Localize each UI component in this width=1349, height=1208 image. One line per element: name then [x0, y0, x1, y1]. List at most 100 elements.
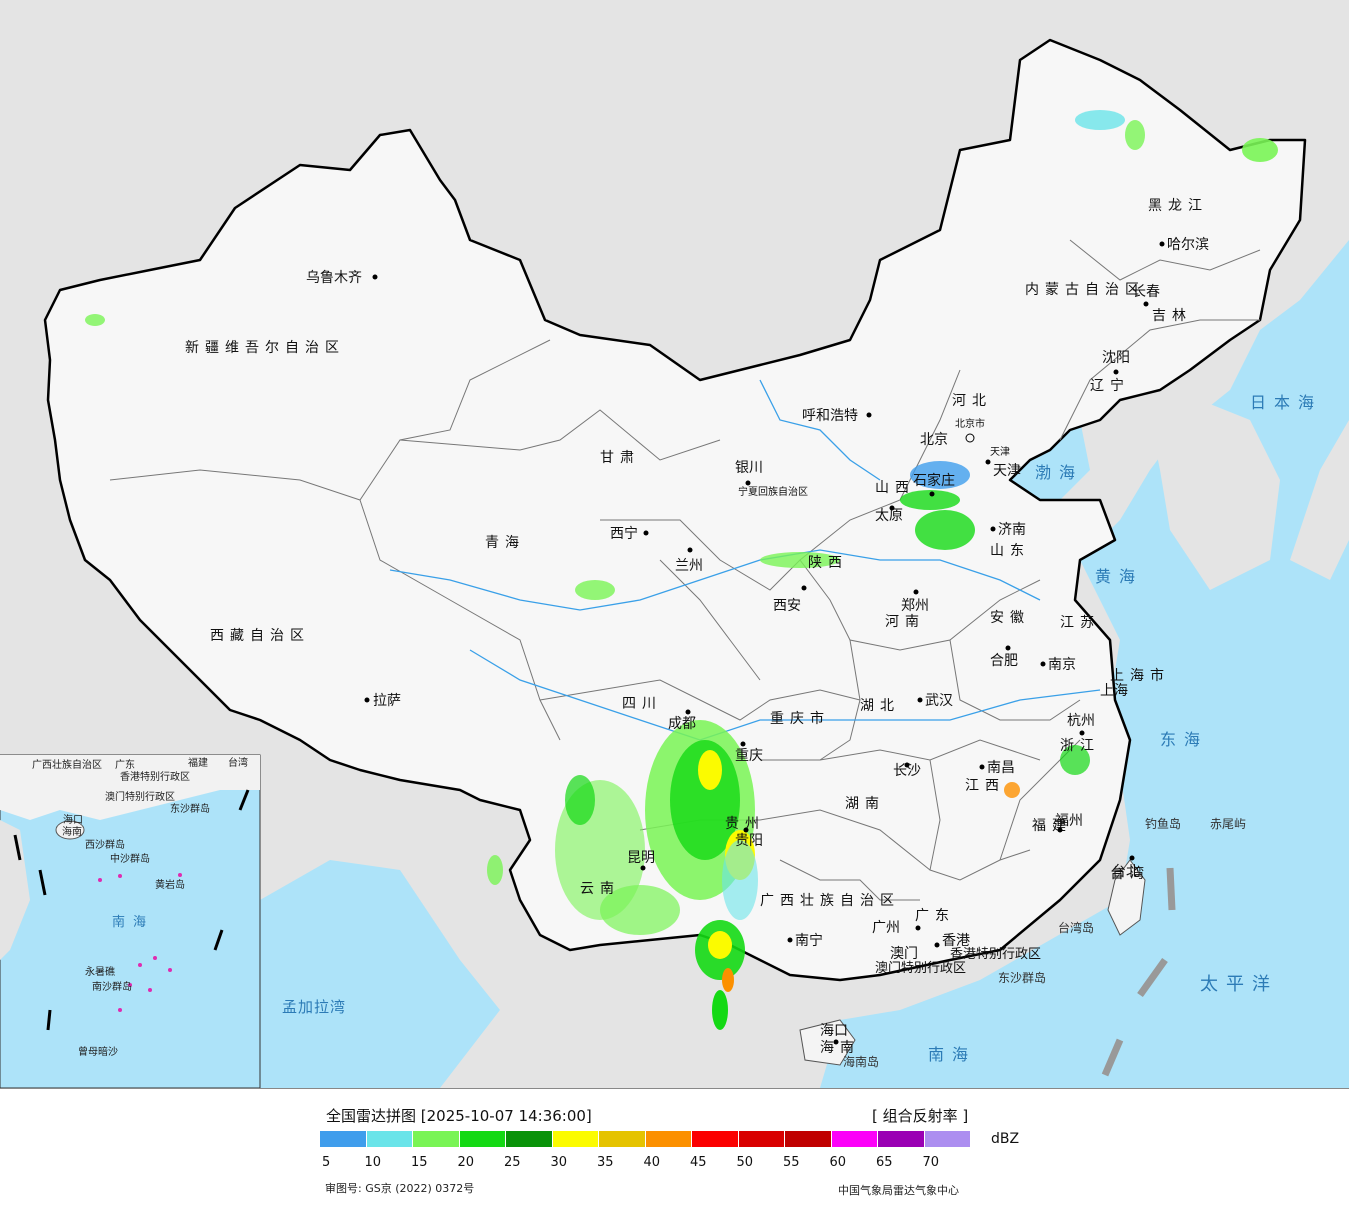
label-hk-sar: 香港特别行政区	[950, 947, 1041, 962]
color-tick-label: 50	[736, 1155, 754, 1170]
city-guiyang: 贵阳	[735, 827, 763, 849]
svg-text:西宁: 西宁	[610, 525, 638, 542]
color-tick-label: 25	[504, 1155, 521, 1170]
label-province: 内蒙古自治区	[1025, 282, 1145, 298]
svg-text:长沙: 长沙	[893, 763, 921, 779]
svg-text:曾母暗沙: 曾母暗沙	[78, 1045, 118, 1058]
city-lanzhou: 兰州	[675, 547, 703, 574]
color-tick-label: 10	[364, 1155, 382, 1170]
label-ningxia: 宁夏回族自治区	[738, 485, 808, 498]
color-swatch	[413, 1131, 459, 1147]
city-taipei: 台北	[1112, 855, 1140, 880]
color-tick-label: 40	[643, 1155, 661, 1170]
label-province: 甘肃	[600, 450, 640, 466]
label-province: 吉林	[1152, 308, 1192, 324]
rivers	[389, 379, 1101, 741]
source-agency: 中国气象局雷达气象中心	[838, 1184, 959, 1197]
svg-text:武汉: 武汉	[925, 693, 953, 709]
svg-text:广西壮族自治区: 广西壮族自治区	[32, 758, 102, 771]
label-province: 新疆维吾尔自治区	[185, 340, 345, 356]
legend-unit: dBZ	[991, 1131, 1020, 1147]
radar-map: 新疆维吾尔自治区 西藏自治区 青海 甘肃 内蒙古自治区 黑龙江 吉林 辽宁 河北…	[0, 0, 1349, 1089]
svg-text:兰州: 兰州	[675, 558, 703, 574]
color-swatch	[831, 1131, 877, 1147]
city-kunming: 昆明	[627, 850, 655, 871]
svg-text:西沙群岛: 西沙群岛	[85, 838, 125, 851]
label-province: 海南	[820, 1040, 860, 1056]
label-dongsha: 东沙群岛	[998, 970, 1046, 985]
city-tianjin: 天津	[985, 459, 1021, 479]
label-taiwan-island: 台湾岛	[1058, 920, 1094, 935]
label-bay-of-bengal: 孟加拉湾	[282, 998, 346, 1016]
svg-text:长春: 长春	[1132, 284, 1160, 300]
svg-text:澳门特别行政区: 澳门特别行政区	[105, 790, 175, 803]
city-guangzhou: 广州	[872, 920, 921, 936]
svg-text:呼和浩特: 呼和浩特	[802, 408, 858, 424]
color-swatch	[692, 1131, 738, 1147]
radar-echoes	[85, 110, 1278, 1030]
legend-product: [ 组合反射率 ]	[872, 1107, 969, 1125]
city-xining: 西宁	[610, 525, 649, 542]
city-haikou: 海口	[820, 1023, 848, 1045]
city-harbin: 哈尔滨	[1159, 237, 1209, 253]
label-province: 湖南	[845, 796, 885, 812]
bay-of-bengal	[260, 860, 500, 1088]
label-south-sea: 南海	[928, 1045, 976, 1064]
province-labels: 新疆维吾尔自治区 西藏自治区 青海 甘肃 内蒙古自治区 黑龙江 吉林 辽宁 河北…	[185, 198, 1202, 1056]
svg-text:太原: 太原	[875, 508, 903, 524]
city-beijing: 北京	[920, 432, 975, 448]
svg-text:广东: 广东	[115, 758, 135, 771]
korea	[1150, 400, 1280, 590]
svg-text:香港: 香港	[942, 933, 970, 949]
svg-text:台北: 台北	[1112, 864, 1140, 880]
city-chengdu: 成都	[668, 709, 696, 732]
label-province: 辽宁	[1090, 377, 1130, 394]
svg-text:贵阳: 贵阳	[735, 833, 763, 849]
label-province: 贵州	[725, 816, 765, 832]
south-china-sea-inset: 广西壮族自治区 广东 福建 台湾 香港特别行政区 澳门特别行政区 海口 海南 东…	[0, 754, 261, 1089]
color-swatch	[878, 1131, 924, 1147]
taiwan	[1107, 859, 1146, 936]
label-province: 台湾	[1110, 865, 1150, 882]
city-shijiazhuang: 石家庄	[913, 472, 955, 497]
svg-text:中沙群岛: 中沙群岛	[110, 852, 150, 865]
sar-labels: 香港特别行政区 澳门特别行政区 宁夏回族自治区 北京市 天津	[738, 417, 1041, 976]
svg-text:台湾: 台湾	[228, 756, 248, 769]
svg-text:南宁: 南宁	[795, 932, 823, 949]
color-tick-label: 60	[829, 1155, 847, 1170]
city-hangzhou: 杭州	[1067, 713, 1095, 736]
label-sea-bohai: 渤海	[1035, 463, 1083, 482]
svg-text:上海: 上海	[1100, 683, 1128, 699]
approval-number: 审图号: GS京 (2022) 0372号	[325, 1182, 475, 1195]
svg-text:重庆: 重庆	[735, 748, 763, 764]
svg-text:福建: 福建	[188, 756, 208, 769]
city-xian: 西安	[773, 585, 807, 614]
svg-text:沈阳: 沈阳	[1102, 350, 1130, 366]
city-hefei: 合肥	[990, 645, 1018, 669]
svg-text:福州: 福州	[1055, 813, 1083, 829]
color-swatch	[459, 1131, 505, 1147]
svg-text:南昌: 南昌	[987, 760, 1015, 776]
label-province: 上海市	[1110, 667, 1170, 684]
label-province: 安徽	[990, 610, 1030, 626]
city-macau: 澳门	[890, 946, 918, 962]
color-tick-label: 65	[876, 1155, 893, 1170]
color-tick-label: 20	[457, 1155, 475, 1170]
city-lhasa: 拉萨	[364, 693, 401, 709]
city-hongkong: 香港	[934, 933, 970, 949]
svg-text:杭州: 杭州	[1067, 713, 1095, 729]
svg-text:西安: 西安	[773, 598, 801, 614]
svg-text:黄岩岛: 黄岩岛	[155, 878, 185, 891]
label-diaoyu: 钓鱼岛	[1145, 816, 1181, 831]
legend-title: 全国雷达拼图 [2025-10-07 14:36:00]	[326, 1107, 592, 1125]
label-province: 江西	[965, 778, 1005, 794]
boundary-dashes	[1101, 867, 1176, 1077]
color-tick-label: 35	[597, 1155, 614, 1170]
label-province: 广西壮族自治区	[760, 893, 900, 909]
color-swatch	[506, 1131, 552, 1147]
label-province: 湖北	[860, 698, 900, 714]
svg-text:石家庄: 石家庄	[913, 472, 955, 489]
svg-text:澳门: 澳门	[890, 946, 918, 962]
label-province: 重庆市	[770, 710, 830, 727]
svg-text:天津: 天津	[993, 463, 1021, 479]
